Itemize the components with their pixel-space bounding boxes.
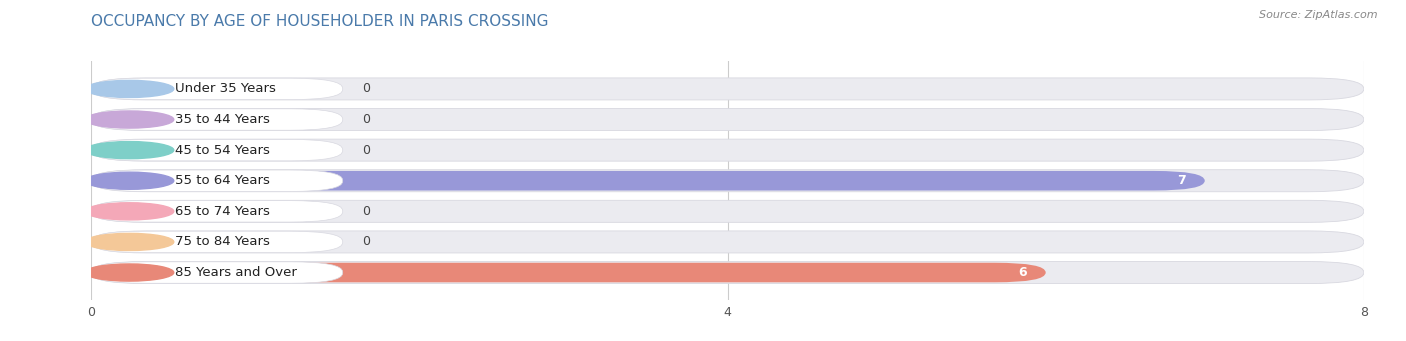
Text: 0: 0 xyxy=(361,83,370,95)
Text: 6: 6 xyxy=(1018,266,1026,279)
Circle shape xyxy=(84,142,174,159)
Text: 55 to 64 Years: 55 to 64 Years xyxy=(176,174,270,187)
Text: 0: 0 xyxy=(361,113,370,126)
Text: 65 to 74 Years: 65 to 74 Years xyxy=(176,205,270,218)
FancyBboxPatch shape xyxy=(91,78,343,100)
Text: 0: 0 xyxy=(361,144,370,157)
Text: 35 to 44 Years: 35 to 44 Years xyxy=(176,113,270,126)
FancyBboxPatch shape xyxy=(91,139,1364,161)
Circle shape xyxy=(84,264,174,281)
Circle shape xyxy=(84,172,174,189)
Text: 85 Years and Over: 85 Years and Over xyxy=(176,266,297,279)
Text: 0: 0 xyxy=(361,235,370,249)
FancyBboxPatch shape xyxy=(91,200,1364,222)
FancyBboxPatch shape xyxy=(91,171,1205,191)
FancyBboxPatch shape xyxy=(91,231,1364,253)
Circle shape xyxy=(84,233,174,251)
FancyBboxPatch shape xyxy=(91,139,343,161)
Text: 7: 7 xyxy=(1177,174,1185,187)
FancyBboxPatch shape xyxy=(91,78,1364,100)
Circle shape xyxy=(84,203,174,220)
Text: Source: ZipAtlas.com: Source: ZipAtlas.com xyxy=(1260,10,1378,20)
FancyBboxPatch shape xyxy=(91,263,1046,282)
Circle shape xyxy=(84,80,174,98)
Text: Under 35 Years: Under 35 Years xyxy=(176,83,276,95)
Text: OCCUPANCY BY AGE OF HOUSEHOLDER IN PARIS CROSSING: OCCUPANCY BY AGE OF HOUSEHOLDER IN PARIS… xyxy=(91,14,548,29)
Text: 45 to 54 Years: 45 to 54 Years xyxy=(176,144,270,157)
FancyBboxPatch shape xyxy=(91,231,343,253)
FancyBboxPatch shape xyxy=(91,262,343,283)
FancyBboxPatch shape xyxy=(91,262,1364,284)
FancyBboxPatch shape xyxy=(91,109,343,130)
Text: 0: 0 xyxy=(361,205,370,218)
Text: 75 to 84 Years: 75 to 84 Years xyxy=(176,235,270,249)
Circle shape xyxy=(84,111,174,128)
FancyBboxPatch shape xyxy=(91,108,1364,131)
FancyBboxPatch shape xyxy=(91,170,1364,192)
FancyBboxPatch shape xyxy=(91,201,343,222)
FancyBboxPatch shape xyxy=(91,170,343,191)
